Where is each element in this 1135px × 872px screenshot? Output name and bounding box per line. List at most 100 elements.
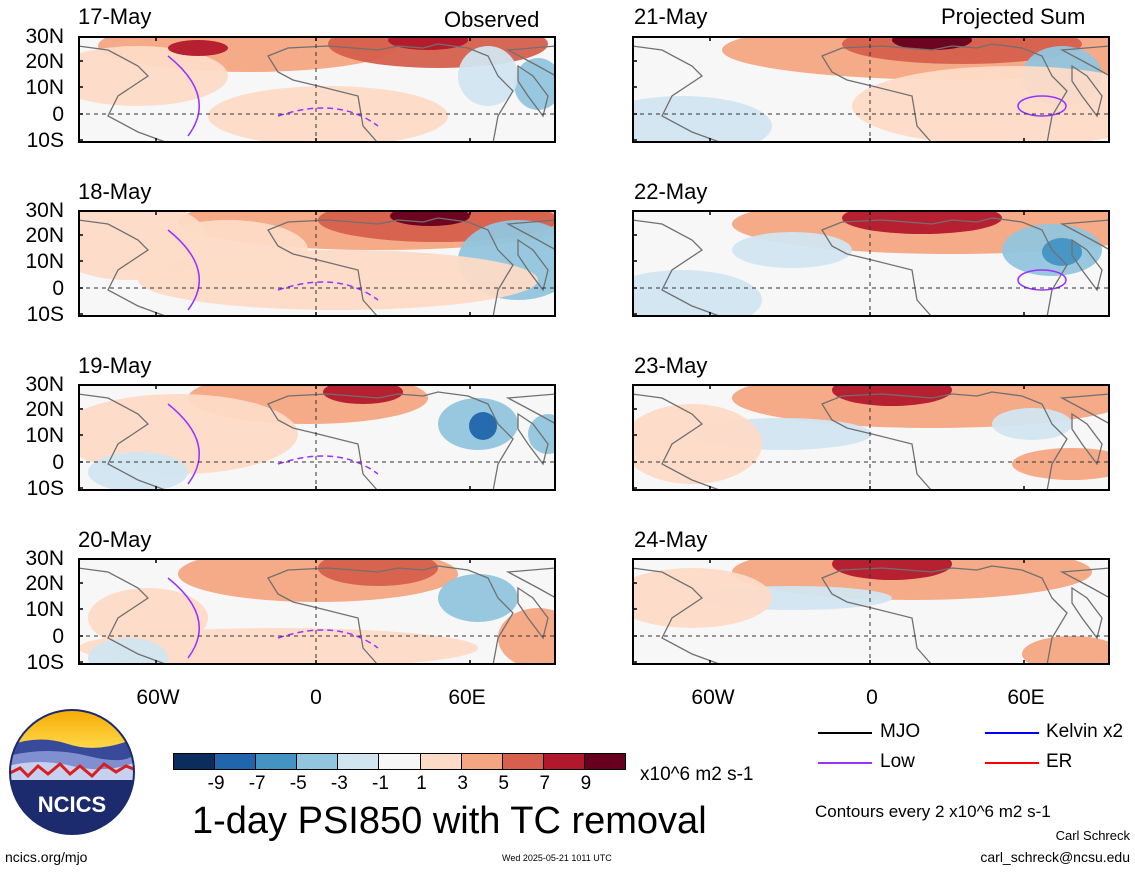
anomaly-shading (842, 210, 1002, 234)
anomaly-shading (168, 40, 228, 56)
coastline (78, 219, 169, 317)
coastline (505, 219, 556, 251)
anomaly-shading (732, 232, 852, 268)
legend-line-er (985, 762, 1039, 764)
colorbar-swatch (378, 753, 421, 770)
colorbar-units: x10^6 m2 s-1 (640, 764, 754, 785)
colorbar-tick-label: 3 (457, 773, 468, 794)
lat-label-row2-0: 30N (25, 199, 64, 222)
coastline (632, 219, 723, 317)
panel-date-2: 18-May (78, 179, 152, 204)
lat-label-row1-3: 0 (52, 103, 64, 126)
coastline (267, 391, 514, 491)
map-panel-5 (632, 36, 1110, 143)
coastline (267, 565, 514, 665)
ncics-logo: NCICS (8, 708, 136, 836)
map-panel-7 (632, 384, 1110, 491)
coastline (821, 565, 1068, 665)
map-frame (632, 558, 1110, 665)
anomaly-shading (88, 452, 188, 491)
coastline (1071, 586, 1103, 640)
colorbar-tick-label: -7 (248, 773, 266, 794)
lat-label-row1-0: 30N (25, 25, 64, 48)
coastline (1059, 219, 1110, 251)
colorbar-tick-label: 7 (539, 773, 551, 794)
low-contour (1017, 269, 1067, 291)
lat-label-row4-4: 10S (26, 651, 64, 674)
lat-label-row4-3: 0 (52, 625, 64, 648)
anomaly-shading (1012, 448, 1110, 480)
lat-label-row2-1: 20N (25, 224, 64, 247)
legend-line-kelvin (985, 732, 1039, 734)
lat-label-row3-4: 10S (26, 477, 64, 500)
lat-label-row1-1: 20N (25, 50, 64, 73)
colorbar-swatch (337, 753, 380, 770)
coastline (1059, 567, 1110, 599)
colorbar-swatch (296, 753, 339, 770)
panel-date-8: 24-May (634, 527, 708, 552)
lon-label-0-right: 0 (866, 686, 878, 709)
lon-label-0-left: 0 (310, 686, 322, 709)
panel-date-4: 20-May (78, 527, 152, 552)
colorbar-swatch (542, 753, 585, 770)
colorbar-swatch (501, 753, 544, 770)
coastline (78, 567, 169, 665)
low-contour-negative (277, 107, 379, 127)
anomaly-shading (138, 250, 538, 310)
panel-date-3: 19-May (78, 353, 152, 378)
anomaly-shading (632, 96, 772, 143)
colorbar-tick-label: -5 (289, 773, 307, 794)
colorbar-tick-label: 1 (416, 773, 427, 794)
lat-label-row2-4: 10S (26, 303, 64, 326)
legend-label-er: ER (1046, 751, 1073, 772)
contour-note: Contours every 2 x10^6 m2 s-1 (815, 802, 1051, 821)
coastline (517, 412, 549, 466)
lat-label-row4-2: 10N (25, 598, 64, 621)
low-contour (167, 577, 200, 659)
colorbar-tick-label: -1 (372, 773, 389, 794)
colorbar-swatch (214, 753, 257, 770)
colorbar (173, 753, 626, 770)
lat-label-row2-2: 10N (25, 250, 64, 273)
anomaly-shading (323, 384, 403, 404)
map-frame (78, 36, 556, 143)
lat-label-row3-3: 0 (52, 451, 64, 474)
lat-label-row1-2: 10N (25, 76, 64, 99)
colorbar-swatch (460, 753, 503, 770)
coastline (505, 567, 556, 599)
coastline (517, 64, 549, 118)
anomaly-shading (632, 270, 762, 317)
coastline (505, 45, 556, 77)
low-contour (167, 229, 200, 311)
coastline (517, 238, 549, 292)
coastline (78, 393, 169, 491)
map-frame (78, 210, 556, 317)
colorbar-tick-label: 5 (498, 773, 509, 794)
lat-label-row1-4: 10S (26, 129, 64, 152)
legend-label-mjo: MJO (880, 721, 921, 742)
colorbar-swatch (255, 753, 298, 770)
coastline (517, 586, 549, 640)
coastline (821, 43, 1068, 143)
legend-line-low (818, 762, 872, 764)
map-panel-3 (78, 384, 556, 491)
site-url: ncics.org/mjo (5, 849, 88, 865)
map-panel-1 (78, 36, 556, 143)
anomaly-shading (390, 210, 470, 226)
map-frame (78, 558, 556, 665)
anomaly-shading (208, 86, 448, 143)
low-contour-negative (277, 281, 379, 301)
low-contour (167, 403, 200, 485)
low-contour (1017, 95, 1067, 117)
anomaly-shading (498, 608, 556, 665)
coastline (1071, 238, 1103, 292)
anomaly-shading (632, 404, 762, 484)
map-frame (632, 36, 1110, 143)
lat-label-row4-0: 30N (25, 547, 64, 570)
lon-label-60e-left: 60E (448, 686, 486, 709)
lon-label-60e-right: 60E (1007, 686, 1045, 709)
logo-text: NCICS (38, 792, 106, 817)
anomaly-shading (78, 46, 228, 106)
anomaly-shading (1022, 636, 1110, 665)
lon-label-60w-right: 60W (691, 686, 735, 709)
